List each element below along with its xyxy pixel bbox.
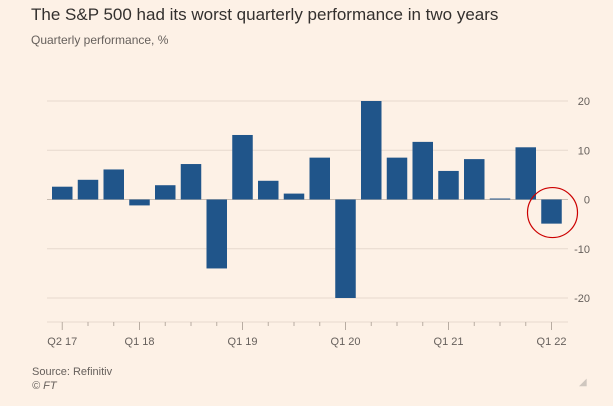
ft-credit: © FT: [32, 380, 57, 392]
bar-q1-19: [232, 134, 253, 200]
bar-q2-19: [258, 180, 279, 200]
bar-q4-18: [206, 199, 227, 269]
x-tick-label: Q2 17: [47, 336, 77, 348]
y-tick-label: 20: [578, 96, 590, 108]
annotation-layer: [526, 186, 579, 239]
bar-q4-20: [412, 141, 433, 200]
bar-q1-21: [438, 170, 459, 200]
y-tick-label: 0: [584, 195, 590, 207]
bar-q3-20: [386, 157, 408, 200]
y-tick-label: -10: [574, 244, 590, 256]
bar-q1-22: [541, 199, 562, 224]
bar-q1-18: [129, 199, 150, 206]
resize-handle-icon[interactable]: ◢: [579, 377, 587, 388]
bars-layer: [52, 101, 562, 298]
chart-subtitle: Quarterly performance, %: [31, 33, 169, 47]
y-tick-label: 10: [578, 145, 590, 157]
bar-q3-17: [77, 179, 99, 200]
highlight-circle: [526, 186, 579, 239]
bar-q3-18: [180, 164, 202, 200]
y-tick-label: -20: [574, 293, 590, 305]
bar-q4-17: [103, 169, 124, 200]
source-note: Source: Refinitiv: [32, 366, 113, 378]
x-tick-label: Q1 22: [537, 336, 567, 348]
bar-q2-17: [52, 186, 73, 200]
bar-q1-20: [335, 199, 356, 298]
bar-q3-19: [283, 193, 305, 200]
chart-title: The S&P 500 had its worst quarterly perf…: [31, 5, 499, 24]
x-tick-label: Q1 19: [228, 336, 258, 348]
bar-q2-18: [155, 185, 176, 200]
x-tick-label: Q1 20: [331, 336, 361, 348]
bar-q4-21: [515, 147, 536, 200]
bar-q2-20: [361, 101, 382, 200]
bar-q3-21: [489, 198, 511, 200]
x-tick-label: Q1 21: [434, 336, 464, 348]
bar-q2-21: [464, 159, 485, 200]
bar-q4-19: [309, 157, 330, 200]
axis-layer: 20 10 0 -10 -20 Q2 17 Q1 18 Q1 19 Q1 20 Q1 21 Q1 2…: [47, 96, 590, 348]
x-tick-label: Q1 18: [125, 336, 155, 348]
